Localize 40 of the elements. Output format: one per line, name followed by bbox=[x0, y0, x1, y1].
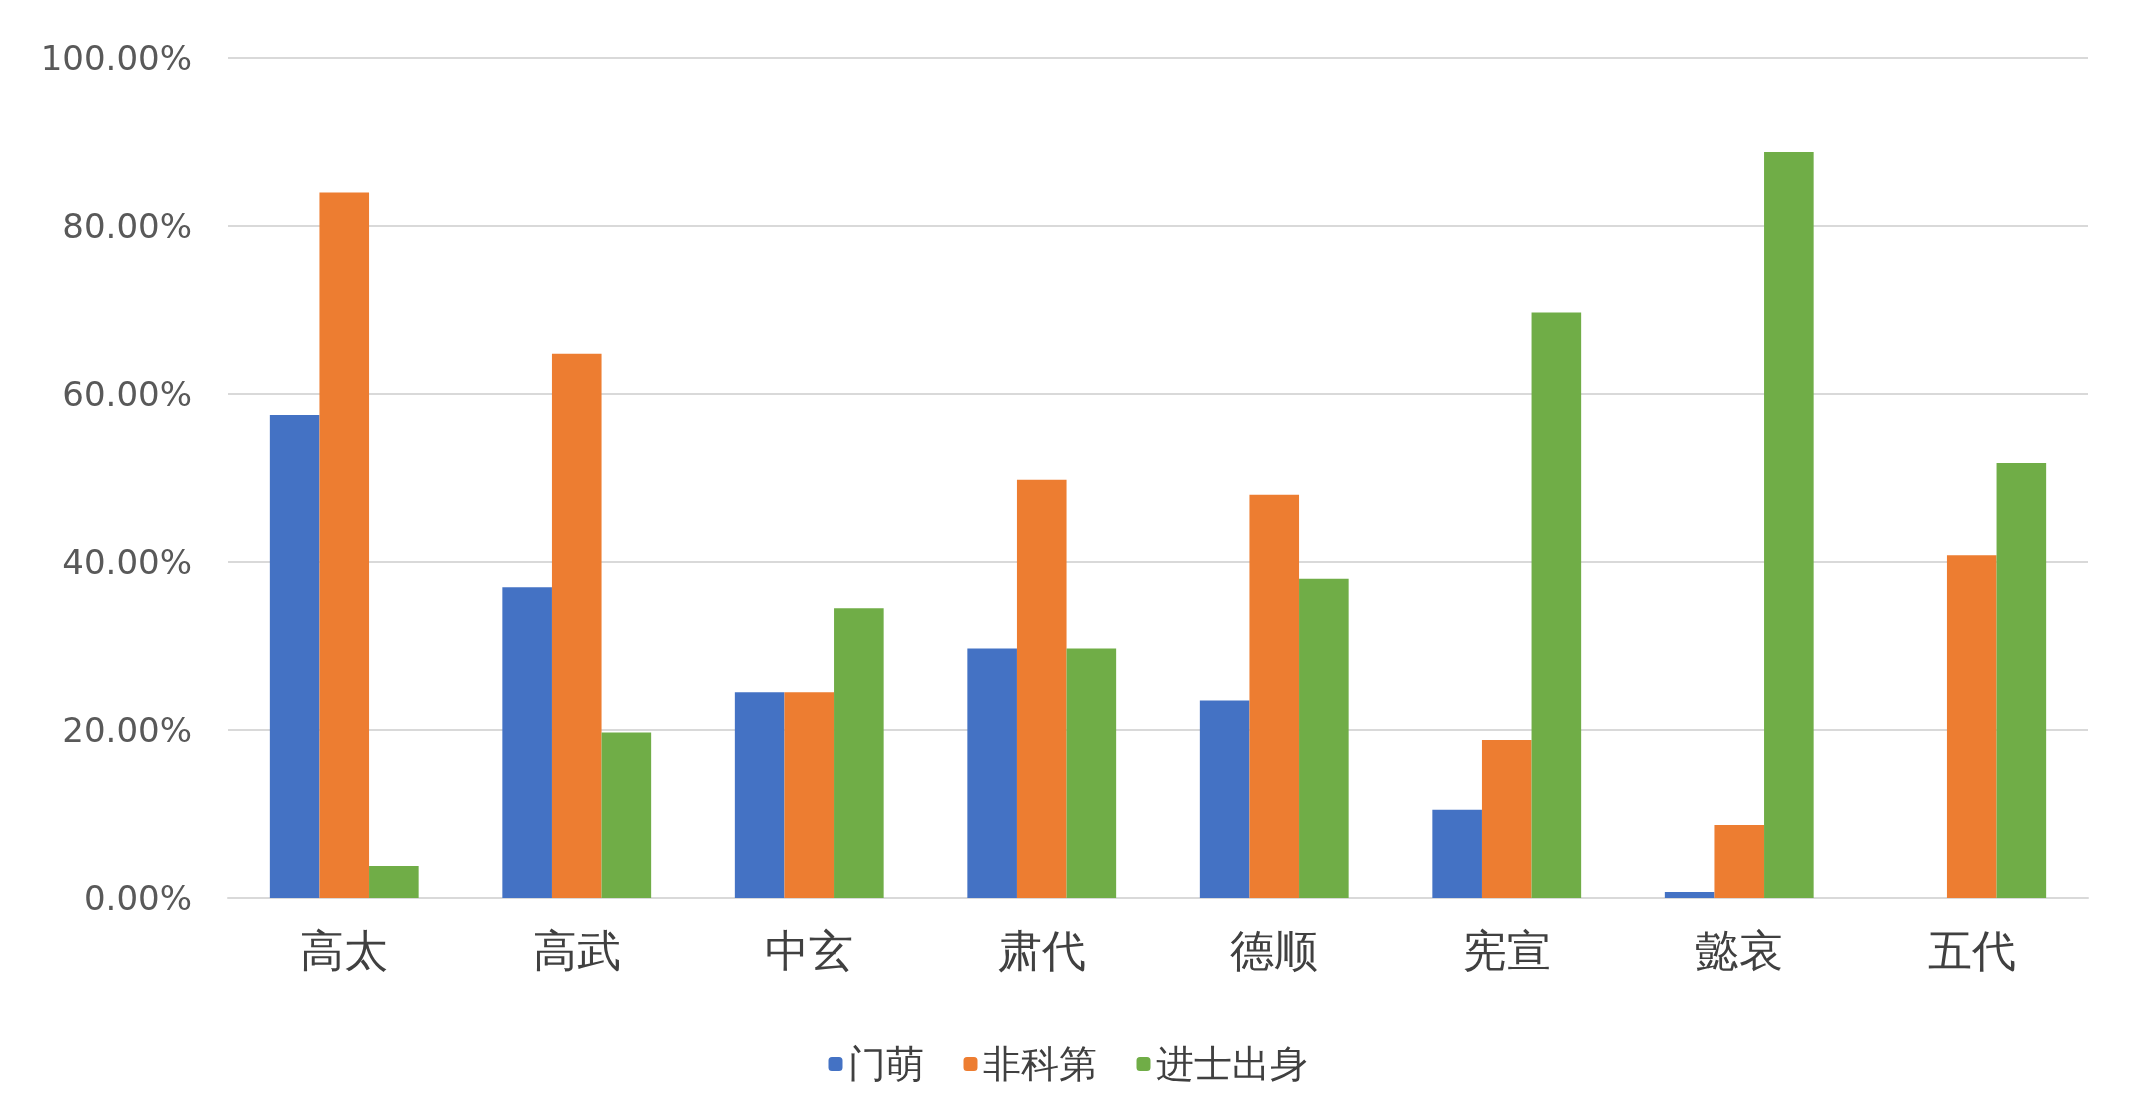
x-tick-label: 高武 bbox=[532, 924, 621, 976]
bar bbox=[319, 192, 370, 898]
bar bbox=[269, 415, 320, 898]
bar bbox=[502, 587, 552, 898]
bar bbox=[784, 692, 835, 898]
bar bbox=[834, 608, 884, 898]
x-tick-label: 德顺 bbox=[1230, 924, 1319, 976]
bar bbox=[1066, 648, 1117, 898]
bar bbox=[1664, 892, 1715, 898]
bar bbox=[1199, 700, 1250, 898]
bar bbox=[369, 866, 419, 898]
y-tick-label: 40.00% bbox=[62, 542, 192, 582]
bar bbox=[1946, 555, 1997, 898]
x-tick-label: 懿哀 bbox=[1695, 924, 1784, 976]
bar bbox=[967, 648, 1017, 898]
y-tick-label: 100.00% bbox=[40, 38, 192, 78]
y-tick-label: 20.00% bbox=[62, 710, 192, 750]
y-tick-label: 60.00% bbox=[62, 374, 192, 414]
bar bbox=[1016, 479, 1067, 898]
x-tick-label: 五代 bbox=[1927, 924, 2016, 976]
bar bbox=[1531, 312, 1582, 898]
x-tick-label: 宪宣 bbox=[1462, 924, 1551, 976]
legend-label: 门萌 bbox=[847, 1042, 924, 1086]
bar bbox=[1714, 824, 1765, 898]
bar bbox=[1249, 494, 1300, 898]
y-tick-label: 0.00% bbox=[83, 878, 192, 918]
y-tick-label: 80.00% bbox=[62, 206, 192, 246]
x-tick-label: 肃代 bbox=[997, 924, 1086, 976]
bar bbox=[551, 353, 602, 898]
legend-label: 非科第 bbox=[982, 1042, 1097, 1086]
bar bbox=[1996, 462, 2047, 898]
bar bbox=[734, 692, 785, 898]
x-tick-label: 中玄 bbox=[765, 924, 854, 976]
bar bbox=[1299, 578, 1349, 898]
bar bbox=[601, 732, 652, 898]
bar bbox=[1481, 740, 1532, 898]
bar bbox=[1764, 152, 1814, 898]
legend-label: 进士出身 bbox=[1155, 1042, 1308, 1086]
bar bbox=[1432, 809, 1482, 898]
x-tick-label: 高太 bbox=[300, 924, 389, 976]
